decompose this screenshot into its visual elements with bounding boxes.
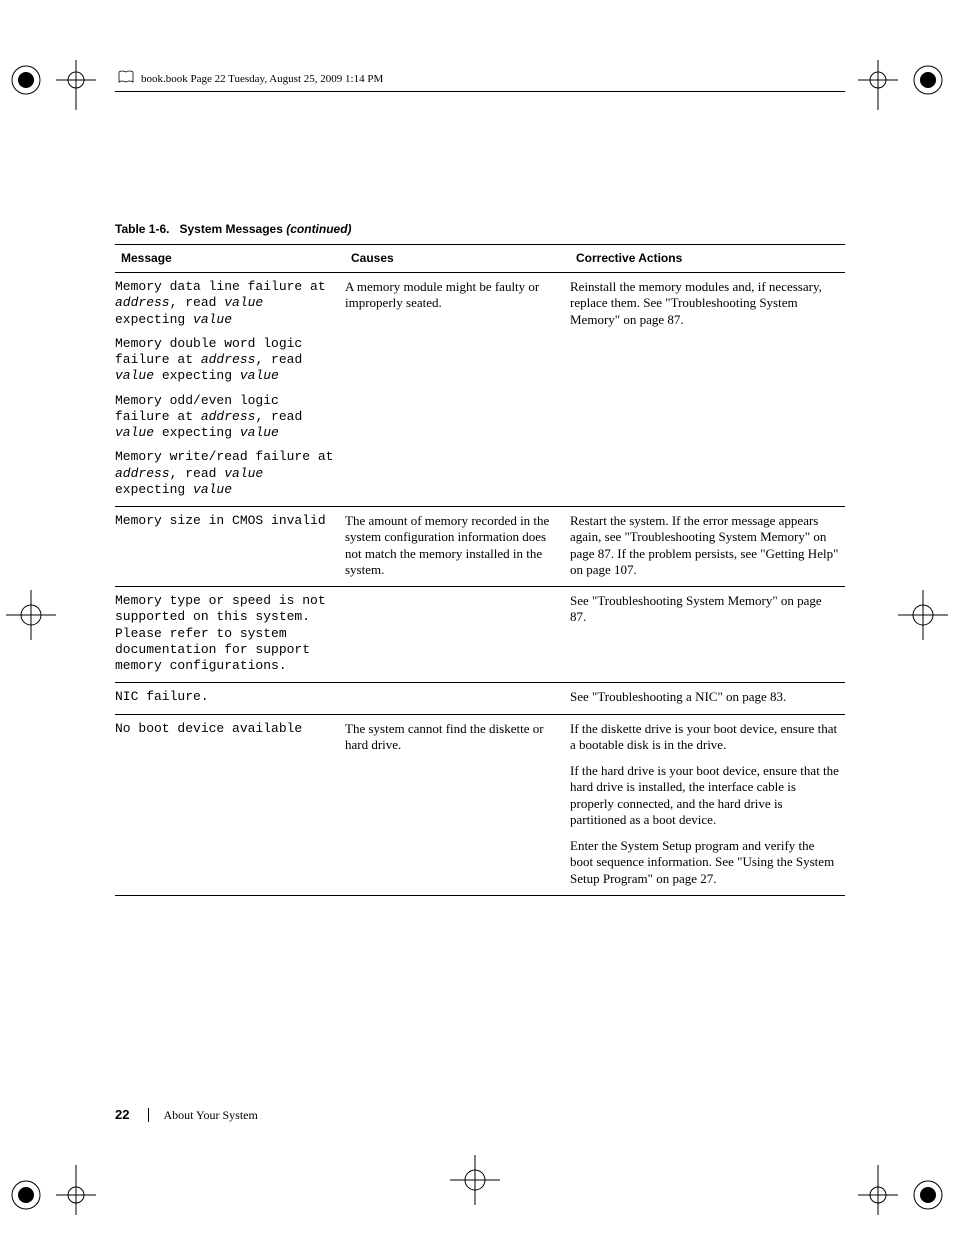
crop-mark-top-right	[858, 60, 948, 130]
table-caption: Table 1-6. System Messages (continued)	[115, 222, 845, 236]
table-caption-prefix: Table 1-6.	[115, 222, 169, 236]
page-footer: 22 About Your System	[115, 1107, 258, 1123]
message-text: NIC failure.	[115, 689, 339, 705]
action-text: If the diskette drive is your boot devic…	[570, 721, 839, 754]
message-text: Memory odd/even logic failure at address…	[115, 393, 339, 442]
table-header-row: Message Causes Corrective Actions	[115, 245, 845, 273]
actions-cell: See "Troubleshooting a NIC" on page 83.	[570, 683, 845, 714]
message-cell: NIC failure.	[115, 683, 345, 714]
table-row: No boot device available The system canno…	[115, 714, 845, 895]
crop-mark-top-left	[6, 60, 96, 130]
crop-mark-bottom-right	[858, 1145, 948, 1215]
book-icon	[117, 70, 135, 87]
col-header-causes: Causes	[345, 245, 570, 273]
actions-cell: If the diskette drive is your boot devic…	[570, 714, 845, 895]
table-row: Memory type or speed is not supported on…	[115, 587, 845, 683]
table-row: Memory data line failure at address, rea…	[115, 273, 845, 507]
page-number: 22	[115, 1107, 129, 1122]
message-text: Memory double word logic failure at addr…	[115, 336, 339, 385]
crop-mark-bottom-left	[6, 1145, 96, 1215]
message-cell: Memory size in CMOS invalid	[115, 507, 345, 587]
action-text: See "Troubleshooting a NIC" on page 83.	[570, 689, 839, 705]
col-header-message: Message	[115, 245, 345, 273]
table-row: Memory size in CMOS invalid The amount of…	[115, 507, 845, 587]
crop-mark-bottom-center	[450, 1155, 500, 1205]
crop-mark-mid-right	[898, 590, 948, 640]
table-row: NIC failure. See "Troubleshooting a NIC" …	[115, 683, 845, 714]
message-text: Memory size in CMOS invalid	[115, 513, 339, 529]
actions-cell: Restart the system. If the error message…	[570, 507, 845, 587]
table-caption-title: System Messages	[179, 222, 282, 236]
action-text: If the hard drive is your boot device, e…	[570, 763, 839, 828]
actions-cell: See "Troubleshooting System Memory" on p…	[570, 587, 845, 683]
actions-cell: Reinstall the memory modules and, if nec…	[570, 273, 845, 507]
crop-mark-mid-left	[6, 590, 56, 640]
message-cell: Memory data line failure at address, rea…	[115, 273, 345, 507]
cause-cell	[345, 587, 570, 683]
action-text: Reinstall the memory modules and, if nec…	[570, 279, 839, 328]
cause-cell	[345, 683, 570, 714]
message-cell: No boot device available	[115, 714, 345, 895]
running-header: book.book Page 22 Tuesday, August 25, 20…	[115, 70, 845, 92]
system-messages-table: Message Causes Corrective Actions Memory…	[115, 244, 845, 896]
cause-cell: The amount of memory recorded in the sys…	[345, 507, 570, 587]
cause-cell: The system cannot find the diskette or h…	[345, 714, 570, 895]
col-header-actions: Corrective Actions	[570, 245, 845, 273]
message-cell: Memory type or speed is not supported on…	[115, 587, 345, 683]
message-text: Memory type or speed is not supported on…	[115, 593, 339, 674]
running-header-text: book.book Page 22 Tuesday, August 25, 20…	[141, 73, 383, 85]
message-text: No boot device available	[115, 721, 339, 737]
action-text: Restart the system. If the error message…	[570, 513, 839, 578]
action-text: See "Troubleshooting System Memory" on p…	[570, 593, 839, 626]
table-caption-suffix: (continued)	[286, 222, 351, 236]
action-text: Enter the System Setup program and verif…	[570, 838, 839, 887]
message-text: Memory data line failure at address, rea…	[115, 279, 339, 328]
message-text: Memory write/read failure at address, re…	[115, 449, 339, 498]
cause-cell: A memory module might be faulty or impro…	[345, 273, 570, 507]
footer-section: About Your System	[148, 1108, 257, 1122]
